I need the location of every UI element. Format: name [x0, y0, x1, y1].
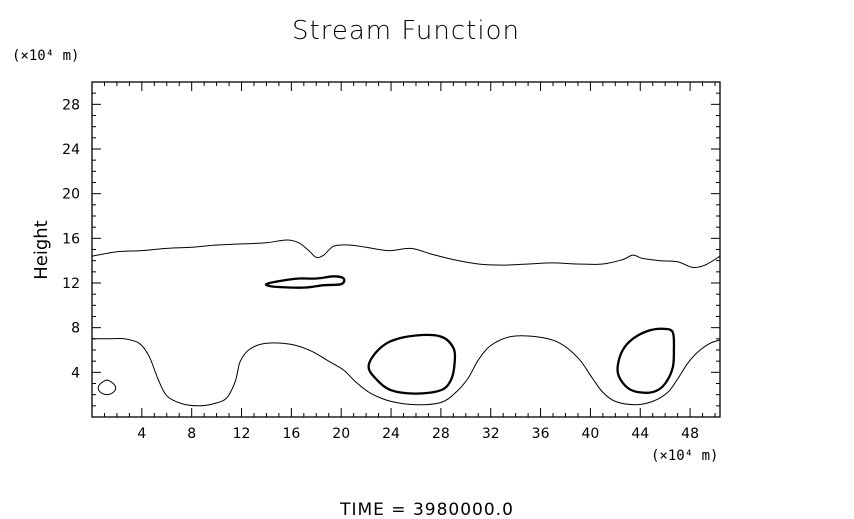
x-tick-label: 40	[581, 426, 599, 442]
contour-lines	[91, 239, 721, 407]
y-axis-unit-label: (×10⁴ m)	[12, 48, 79, 64]
plot-frame	[91, 81, 721, 418]
closed-contour-12	[264, 275, 346, 289]
lower-contour	[92, 335, 721, 407]
chart-title: Stream Function	[292, 16, 520, 46]
y-tick-label: 28	[62, 97, 80, 113]
y-tick-label: 20	[62, 187, 80, 203]
y-tick-label: 16	[62, 231, 80, 247]
x-tick-label: 24	[382, 426, 400, 442]
x-tick-label: 32	[482, 426, 500, 442]
y-tick-label: 8	[71, 321, 80, 337]
x-tick-label: 8	[187, 426, 196, 442]
x-tick-label: 36	[532, 426, 550, 442]
small-circle-contour	[97, 379, 117, 396]
y-tick-label: 12	[62, 276, 80, 292]
y-axis-tick-labels: 4 8 12 16 20 24 28	[62, 97, 80, 381]
x-axis-unit-label: (×10⁴ m)	[651, 448, 718, 464]
x-tick-label: 28	[432, 426, 450, 442]
time-label: TIME = 3980000.0	[339, 500, 514, 519]
y-tick-label: 24	[62, 142, 80, 158]
x-tick-label: 12	[233, 426, 251, 442]
x-tick-label: 44	[631, 426, 649, 442]
x-axis-ticks	[91, 82, 716, 417]
x-tick-label: 16	[282, 426, 300, 442]
x-tick-label: 48	[681, 426, 699, 442]
closed-contour-26	[367, 333, 457, 395]
y-axis-ticks	[92, 81, 720, 418]
x-tick-label: 4	[137, 426, 146, 442]
upper-contour	[91, 239, 721, 269]
x-axis-tick-labels: 4 8 12 16 20 24 28 32 36 40 44 48	[137, 426, 699, 442]
closed-contour-45	[616, 327, 676, 394]
x-tick-label: 20	[332, 426, 350, 442]
y-tick-label: 4	[71, 365, 80, 381]
y-axis-label: Height	[31, 220, 52, 280]
